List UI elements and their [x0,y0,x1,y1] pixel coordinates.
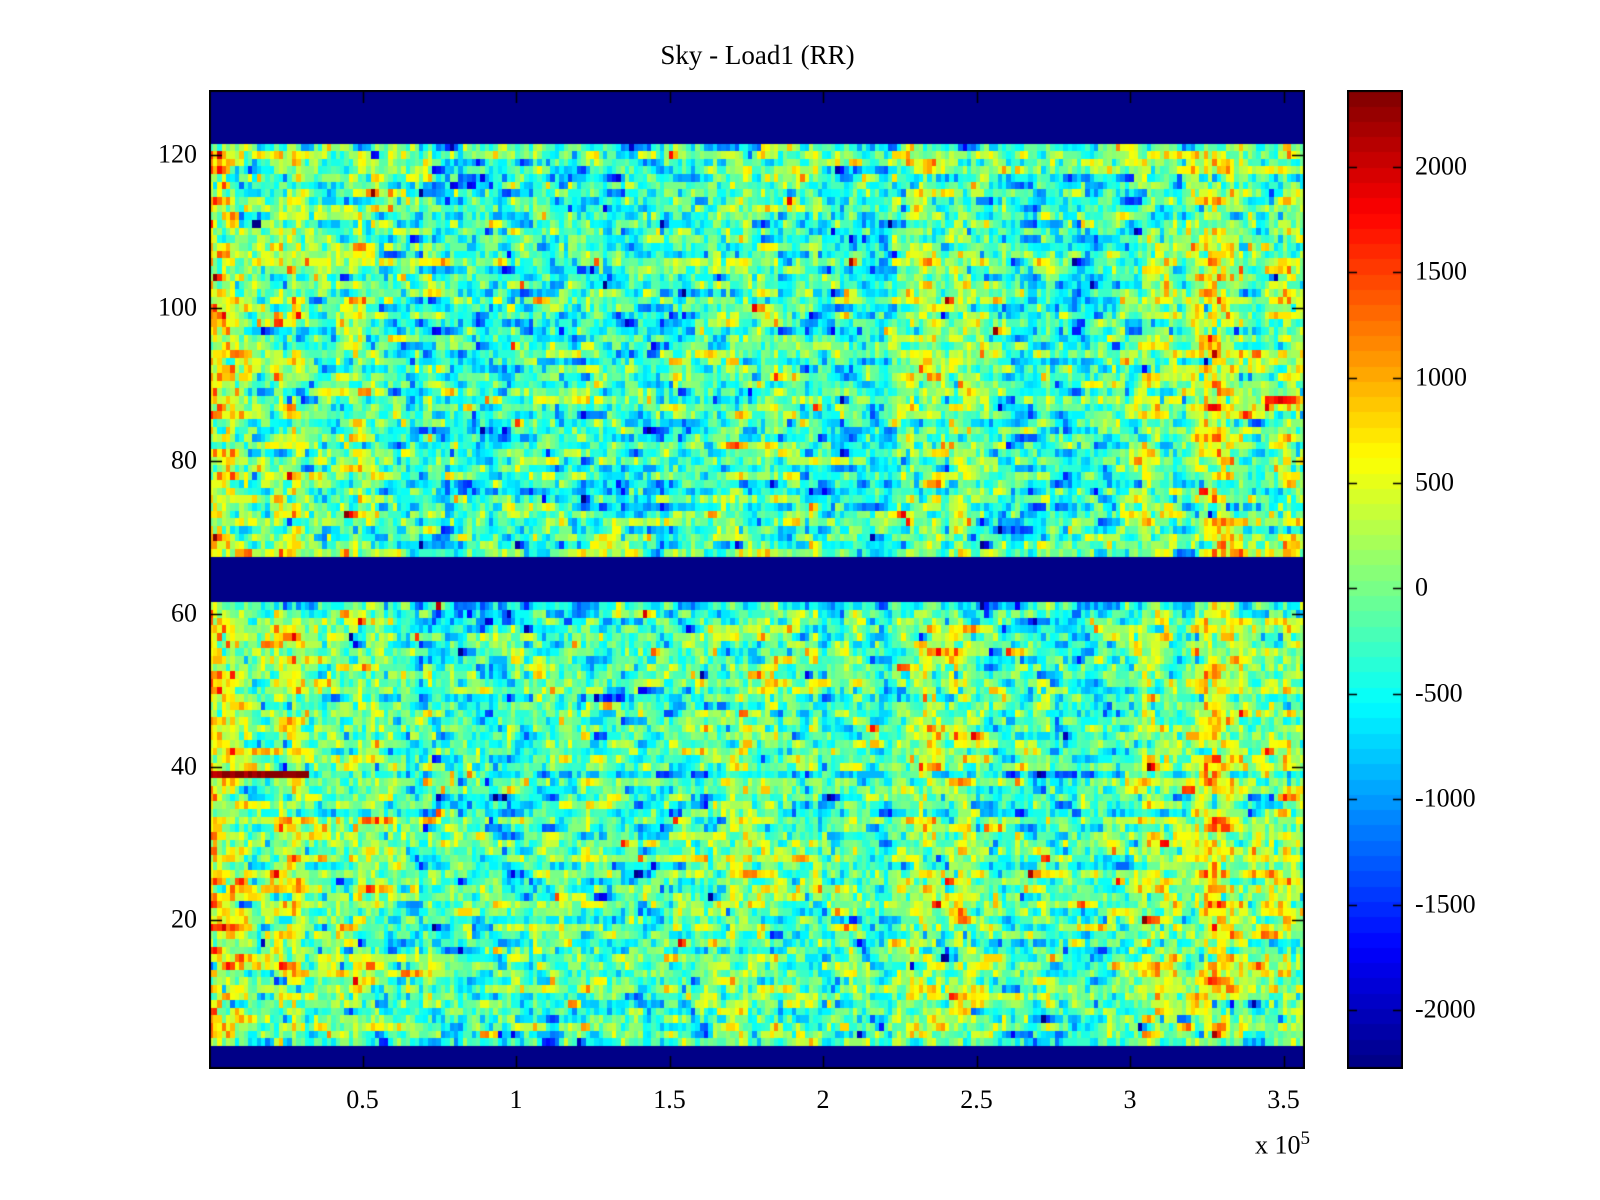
x-tick-label: 3 [1123,1085,1137,1114]
colorbar-tick-label: 1000 [1415,362,1467,392]
colorbar-tick-label: 1500 [1415,256,1467,286]
colorbar-tick-label: 500 [1415,467,1454,497]
colorbar-tick-label: -500 [1415,678,1463,708]
x-scale-base: x 10 [1255,1130,1301,1160]
heatmap-canvas [209,90,1305,1069]
chart-title: Sky - Load1 (RR) [660,40,855,70]
colorbar-tick-label: -2000 [1415,994,1476,1024]
x-tick-label: 1.5 [653,1085,686,1114]
y-tick-label: 100 [158,292,197,322]
y-tick-label: 40 [171,751,197,781]
colorbar-tick-label: -1000 [1415,783,1476,813]
x-tick-label: 2.5 [960,1085,993,1114]
colorbar-tick-label: 0 [1415,572,1428,602]
x-axis-scale-label: x 105 [1170,1128,1310,1161]
y-tick-label: 20 [171,904,197,934]
y-tick-label: 60 [171,598,197,628]
y-tick-label: 80 [171,445,197,475]
colorbar-canvas [1347,90,1403,1069]
x-tick-label: 0.5 [346,1085,379,1114]
x-tick-label: 3.5 [1267,1085,1300,1114]
x-tick-label: 2 [816,1085,830,1114]
x-tick-label: 1 [509,1085,523,1114]
colorbar-tick-label: -1500 [1415,888,1476,918]
y-tick-label: 120 [158,139,197,169]
x-scale-exponent: 5 [1300,1128,1311,1149]
colorbar-tick-label: 2000 [1415,151,1467,181]
